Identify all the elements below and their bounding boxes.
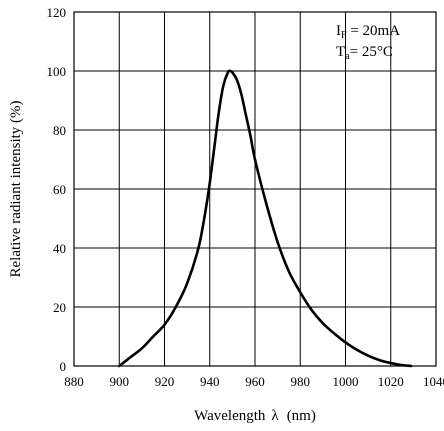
x-tick-label: 900 [110,374,130,389]
ta-condition: Ta= 25°C [336,44,393,62]
x-tick-label: 920 [155,374,175,389]
x-tick-label: 1000 [333,374,359,389]
x-tick-label: 880 [64,374,84,389]
y-tick-label: 120 [47,5,67,20]
y-axis-label: Relative radiant intensity (%) [8,100,24,277]
grid-lines [74,12,436,366]
x-tick-label: 940 [200,374,220,389]
y-tick-label: 80 [53,123,66,138]
conditions-legend: IF = 20mA Ta= 25°C [336,23,400,62]
y-tick-label: 40 [53,241,66,256]
x-tick-label: 980 [291,374,311,389]
y-tick-label: 60 [53,182,66,197]
x-axis-label: Wavelength λ (nm) [194,408,316,424]
y-tick-label: 20 [53,300,66,315]
y-tick-label: 0 [60,359,67,374]
intensity-curve [117,69,413,368]
x-tick-label: 1020 [378,374,404,389]
x-tick-label: 960 [245,374,265,389]
if-condition: IF = 20mA [336,23,400,41]
plot-frame [73,11,437,367]
y-tick-label: 100 [47,64,67,79]
